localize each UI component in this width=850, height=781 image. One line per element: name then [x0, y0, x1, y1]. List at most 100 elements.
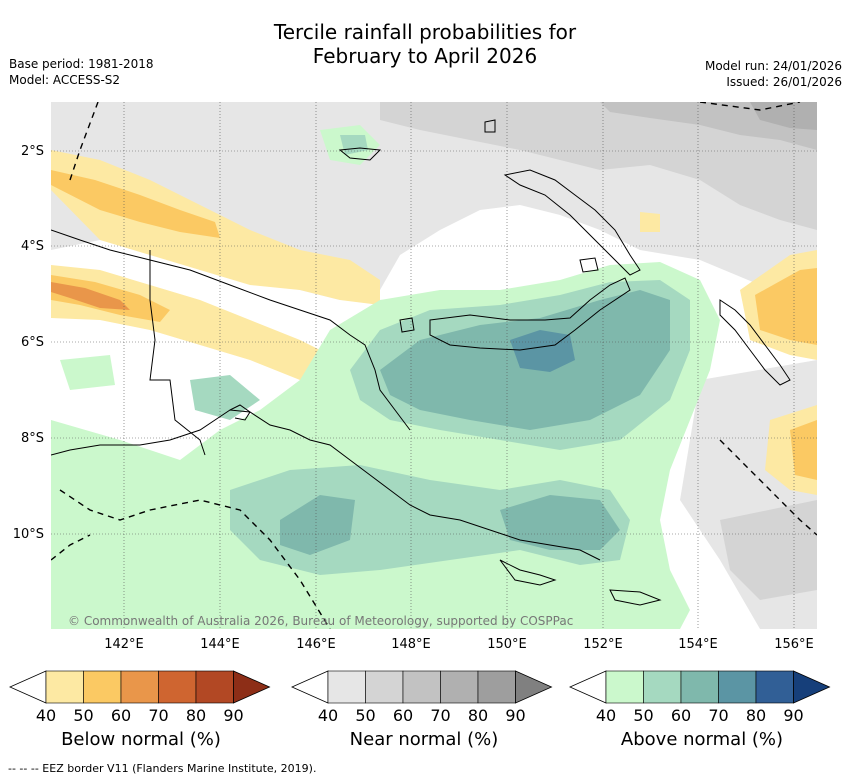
- below-region-se-core: [790, 420, 817, 480]
- below-normal-regions: [51, 150, 817, 629]
- above-colorbar-segment: [605, 670, 644, 704]
- issued-date: Issued: 26/01/2026: [726, 75, 842, 89]
- below-colorbar-min-triangle: [9, 670, 47, 704]
- near-colorbar-tick: 60: [393, 706, 413, 725]
- below-colorbar-segment: [83, 670, 122, 704]
- lat-label-8s: 8°S: [21, 431, 44, 446]
- near-colorbar-segment: [440, 670, 479, 704]
- colorbar-near-normal: 40 50 60 70 80 90: [291, 670, 553, 725]
- lon-label-152e: 152°E: [583, 637, 623, 652]
- colorbar-above-normal: 40 50 60 70 80 90: [569, 670, 831, 725]
- coast-islands-ne: [484, 119, 496, 133]
- model-name: Model: ACCESS-S2: [9, 73, 121, 87]
- near-colorbar-tick: 70: [430, 706, 450, 725]
- near-colorbar-min-triangle: [291, 670, 329, 704]
- above-colorbar-min-triangle: [569, 670, 607, 704]
- coast-island-e: [579, 257, 599, 273]
- near-colorbar-segment: [365, 670, 404, 704]
- lon-label-150e: 150°E: [487, 637, 527, 652]
- eez-southwest: [51, 534, 91, 561]
- coast-river-mouth: [229, 404, 251, 421]
- above-colorbar-tick: 40: [596, 706, 616, 725]
- lon-label-156e: 156°E: [774, 637, 814, 652]
- eez-east: [699, 102, 801, 111]
- near-colorbar-segment: [402, 670, 441, 704]
- above-colorbar-tick: 60: [671, 706, 691, 725]
- below-colorbar-segment: [120, 670, 159, 704]
- above-region-nw-patch-core: [340, 135, 368, 155]
- lon-axis-labels: 142°E 144°E 146°E 148°E 150°E 152°E 154°…: [104, 637, 814, 652]
- below-colorbar-tick: 90: [223, 706, 243, 725]
- colorbar-below-label: Below normal (%): [61, 729, 221, 750]
- eez-west: [59, 489, 331, 629]
- above-region-south-level3: [280, 495, 355, 555]
- lon-label-148e: 148°E: [391, 637, 431, 652]
- lon-label-146e: 146°E: [296, 637, 336, 652]
- colorbar-below-normal: 40 50 60 70 80 90: [9, 670, 271, 725]
- below-colorbar-tick: 80: [186, 706, 206, 725]
- colorbar-near-label: Near normal (%): [349, 729, 499, 750]
- coast-islands-n: [399, 317, 415, 333]
- below-colorbar-tick: 70: [148, 706, 168, 725]
- above-region-main-peak: [510, 330, 575, 372]
- lat-label-4s: 4°S: [21, 239, 44, 254]
- lon-label-142e: 142°E: [104, 637, 144, 652]
- below-colorbar-segment: [45, 670, 84, 704]
- above-region-se-level3: [500, 495, 620, 550]
- colorbar-above-label: Above normal (%): [620, 729, 784, 750]
- below-colorbar-segment: [158, 670, 197, 704]
- near-region-east-2: [720, 500, 817, 600]
- near-region-north-2: [380, 102, 817, 230]
- above-colorbar-segment: [680, 670, 719, 704]
- lat-label-10s: 10°S: [13, 527, 44, 542]
- lat-label-6s: 6°S: [21, 335, 44, 350]
- coast-manus: [338, 147, 382, 161]
- near-colorbar-tick: 80: [468, 706, 488, 725]
- model-run: Model run: 24/01/2026: [704, 59, 842, 73]
- above-normal-regions: [51, 125, 720, 629]
- above-colorbar-segment: [755, 670, 794, 704]
- title-line-2: February to April 2026: [312, 44, 538, 68]
- map-plot-area: © Commonwealth of Australia 2026, Bureau…: [51, 102, 817, 629]
- above-colorbar-tick: 90: [783, 706, 803, 725]
- below-region-west-peak: [51, 282, 130, 310]
- above-colorbar-tick: 50: [633, 706, 653, 725]
- coast-new-britain: [429, 277, 631, 351]
- below-region-ne-patch: [640, 212, 660, 232]
- above-colorbar-segment: [643, 670, 682, 704]
- below-colorbar-max-triangle: [233, 670, 271, 704]
- below-colorbar-tick: 60: [111, 706, 131, 725]
- lat-axis-labels: 2°S 4°S 6°S 8°S 10°S: [13, 144, 44, 542]
- below-colorbar-tick: 40: [36, 706, 56, 725]
- coastlines: [51, 119, 791, 606]
- eez-north: [69, 102, 99, 181]
- above-colorbar-tick: 80: [746, 706, 766, 725]
- near-colorbar-segment: [477, 670, 516, 704]
- above-region-west-patch: [60, 355, 115, 390]
- graticule: [51, 102, 817, 629]
- coast-new-ireland: [503, 169, 641, 276]
- lon-label-144e: 144°E: [200, 637, 240, 652]
- near-colorbar-tick: 40: [318, 706, 338, 725]
- coast-new-guinea-south: [51, 409, 601, 561]
- lon-label-154e: 154°E: [678, 637, 718, 652]
- eez-footnote: -- -- -- EEZ border V11 (Flanders Marine…: [8, 762, 317, 775]
- above-region-sw-level2: [190, 375, 260, 420]
- above-colorbar-max-triangle: [793, 670, 831, 704]
- near-colorbar-tick: 90: [505, 706, 525, 725]
- eez-borders: [51, 102, 817, 629]
- coast-islands-se-2: [609, 589, 662, 606]
- coast-bougainville: [719, 299, 791, 386]
- above-colorbar-segment: [718, 670, 757, 704]
- near-colorbar-max-triangle: [515, 670, 553, 704]
- title-line-1: Tercile rainfall probabilities for: [273, 20, 577, 44]
- below-colorbar-tick: 50: [73, 706, 93, 725]
- coast-new-guinea-north: [51, 229, 411, 431]
- coast-islands-se: [499, 559, 557, 586]
- lat-label-2s: 2°S: [21, 144, 44, 159]
- below-region-east-core: [755, 268, 817, 345]
- base-period: Base period: 1981-2018: [9, 57, 154, 71]
- below-region-north-core: [51, 170, 220, 238]
- near-colorbar-tick: 50: [355, 706, 375, 725]
